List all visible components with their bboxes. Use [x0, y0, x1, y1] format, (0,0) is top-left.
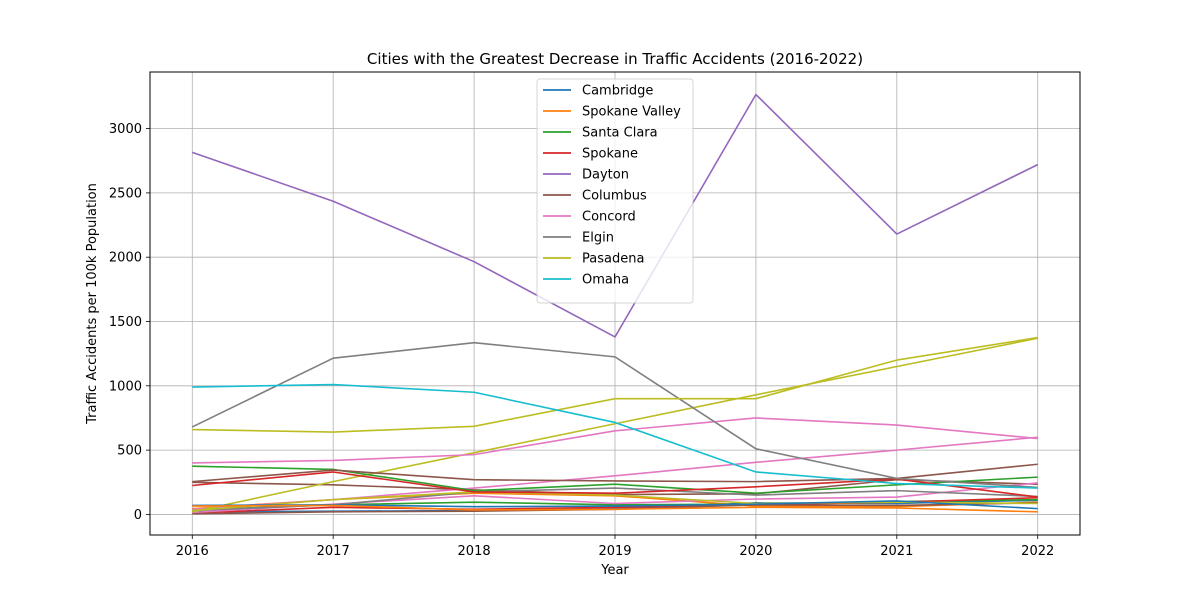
series-lines	[191, 93, 1039, 515]
series-line-dayton	[192, 93, 1039, 338]
legend-label: Santa Clara	[582, 126, 658, 141]
series-line-concord	[192, 417, 1038, 464]
series-line-spokane-valley	[192, 504, 1038, 513]
x-tick-label: 2021	[880, 544, 913, 559]
legend-label: Spokane	[582, 147, 638, 162]
y-tick-label: 3000	[109, 122, 142, 137]
legend: Cambridge Spokane Valley Santa Clara Spokan…	[536, 78, 694, 304]
y-tick-label: 2000	[109, 251, 142, 266]
x-tick-label: 2020	[739, 544, 772, 559]
y-tick-label: 0	[134, 508, 142, 523]
series-line-pasadena	[192, 336, 1038, 433]
legend-frame	[536, 78, 694, 304]
y-tick-label: 500	[117, 444, 142, 459]
x-tick-label: 2016	[176, 544, 209, 559]
x-axis-label: Year	[600, 563, 629, 578]
y-tick-label: 2500	[109, 186, 142, 201]
x-tick-label: 2017	[317, 544, 350, 559]
x-tick-label: 2018	[458, 544, 491, 559]
legend-label: Dayton	[582, 168, 629, 183]
series-line-unlabeled	[192, 337, 1038, 513]
legend-label: Omaha	[582, 273, 629, 288]
legend-label: Spokane Valley	[582, 105, 681, 120]
legend-label: Cambridge	[582, 84, 653, 99]
y-tick-label: 1000	[109, 379, 142, 394]
legend-label: Columbus	[582, 189, 647, 204]
legend-label: Pasadena	[582, 252, 644, 267]
series-line-unlabeled	[192, 491, 1038, 512]
x-tick-label: 2022	[1021, 544, 1054, 559]
series-line-omaha	[192, 383, 1038, 489]
y-tick-label: 1500	[109, 315, 142, 330]
legend-label: Concord	[582, 210, 636, 225]
axis-ticks: 2016 2017 2018 2019 2020 2021 2022 0 500 1000 1500…	[109, 122, 1054, 559]
legend-label: Elgin	[582, 231, 614, 246]
x-tick-label: 2019	[598, 544, 631, 559]
series-line-elgin	[191, 341, 1038, 489]
y-axis-label: Traffic Accidents per 100k Population	[85, 183, 100, 425]
chart-title: Cities with the Greatest Decrease in Tra…	[367, 50, 863, 68]
